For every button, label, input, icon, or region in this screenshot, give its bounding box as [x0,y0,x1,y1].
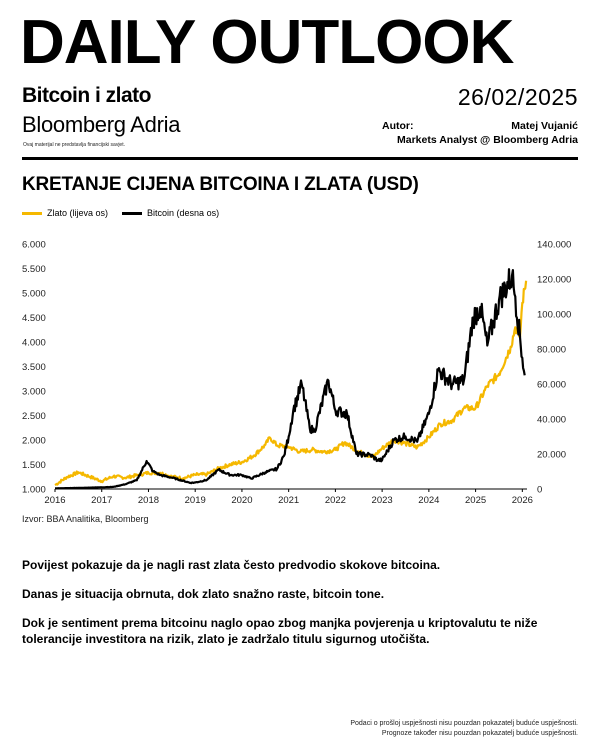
left-tick-label: 1.000 [22,485,46,496]
legend-item-bitcoin: Bitcoin (desna os) [122,208,219,218]
footer-disclaimer-2: Prognoze također nisu pouzdan pokazatelj… [381,730,578,737]
chart-legend: Zlato (lijeva os) Bitcoin (desna os) [22,208,233,218]
legend-label-bitcoin: Bitcoin (desna os) [147,208,220,218]
disclaimer-note: Ovaj materijal ne predstavlja financijsk… [23,142,125,148]
price-chart: 1.000 1.500 2.000 2.500 3.000 3.500 4.000 4.500… [22,240,571,507]
left-axis-ticks: 1.000 1.500 2.000 2.500 3.000 3.500 4.000 4.500… [22,240,46,496]
x-tick-label: 2018 [138,495,159,506]
x-tick-label: 2026 [512,495,533,506]
left-tick-label: 2.000 [22,436,46,447]
series-layer [54,268,528,490]
left-tick-label: 2.500 [22,411,46,422]
left-tick-label: 6.000 [22,240,46,251]
left-tick-label: 4.500 [22,313,46,324]
right-tick-label: 20.000 [537,450,566,461]
legend-label-gold: Zlato (lijeva os) [47,208,109,218]
x-tick-label: 2021 [278,495,299,506]
paragraph-3: Dok je sentiment prema bitcoinu naglo op… [22,616,538,646]
right-tick-label: 80.000 [537,345,566,356]
author-label: Autor: [382,120,414,132]
right-tick-label: 100.000 [537,310,571,321]
report-date: 26/02/2025 [457,84,578,110]
footer-disclaimer-1: Podaci o prošloj uspješnosti nisu pouzda… [350,720,578,727]
right-tick-label: 40.000 [537,415,566,426]
x-tick-label: 2020 [231,495,252,506]
legend-swatch-bitcoin [122,211,143,215]
left-tick-label: 4.000 [22,338,46,349]
chart-source: Izvor: BBA Analitika, Bloomberg [22,514,149,524]
author-name: Matej Vujanić [511,120,578,132]
gold-series-line [54,280,528,487]
author-role: Markets Analyst @ Bloomberg Adria [396,134,578,146]
left-tick-label: 3.000 [22,387,46,398]
x-tick-label: 2023 [372,495,393,506]
x-tick-label: 2024 [418,495,439,506]
right-tick-label: 120.000 [537,275,571,286]
legend-item-gold: Zlato (lijeva os) [22,208,108,218]
x-tick-label: 2017 [91,495,112,506]
paragraph-2: Danas je situacija obrnuta, dok zlato sn… [22,587,385,601]
right-axis-ticks: 0 20.000 40.000 60.000 80.000 100.000 120.000 1… [537,240,571,496]
x-tick-label: 2025 [465,495,486,506]
chart-title: KRETANJE CIJENA BITCOINA I ZLATA (USD) [22,174,419,195]
left-tick-label: 3.500 [22,362,46,373]
bitcoin-series-line [54,268,526,490]
right-tick-label: 60.000 [537,380,566,391]
paragraph-1: Povijest pokazuje da je nagli rast zlata… [22,558,441,572]
right-tick-label: 140.000 [537,240,571,251]
legend-swatch-gold [22,211,42,215]
x-tick-label: 2019 [185,495,206,506]
x-tick-label: 2016 [44,495,65,506]
left-tick-label: 5.000 [22,289,46,300]
headline: DAILY OUTLOOK [20,8,514,77]
left-tick-label: 1.500 [22,460,46,471]
publisher-name: Bloomberg Adria [22,112,181,137]
left-tick-label: 5.500 [22,264,46,275]
header-divider [22,157,578,160]
x-axis-ticks: 2016 2017 2018 2019 2020 2021 2022 2023 2024 2025… [44,489,533,506]
x-tick-label: 2022 [325,495,346,506]
report-subtitle: Bitcoin i zlato [22,84,152,107]
right-tick-label: 0 [537,485,542,496]
